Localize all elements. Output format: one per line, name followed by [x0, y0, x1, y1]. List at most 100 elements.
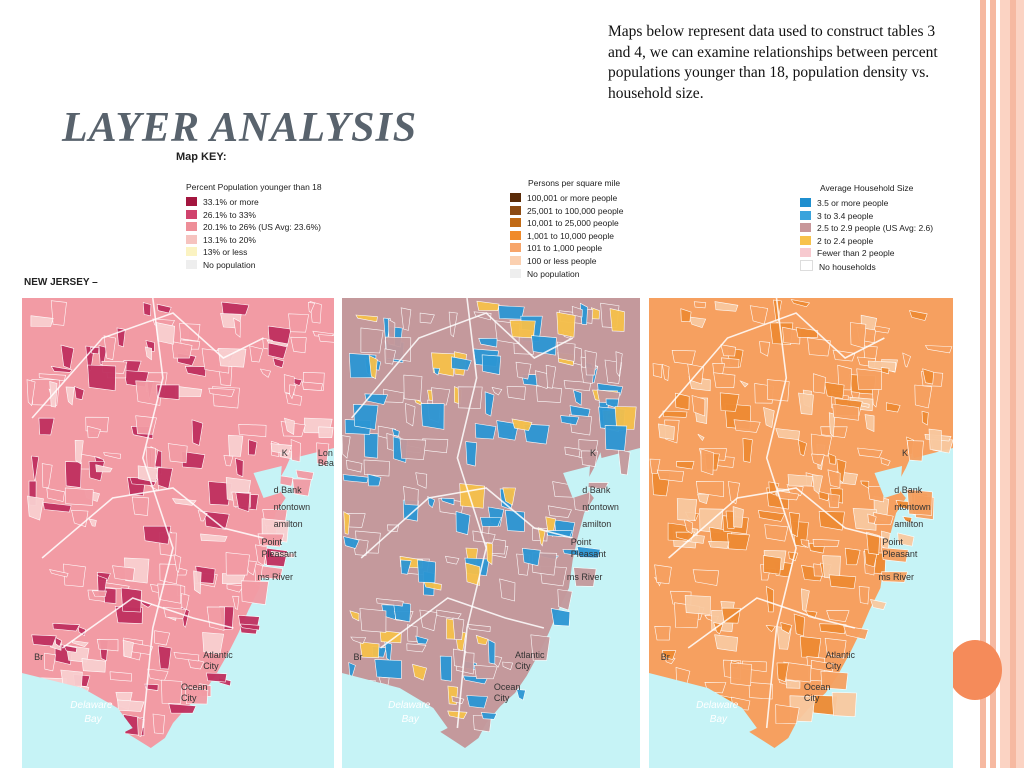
tract — [235, 457, 244, 478]
tract — [742, 437, 753, 463]
tract — [695, 480, 724, 498]
legend-youth: Percent Population younger than 18 33.1%… — [186, 182, 322, 272]
map-label: Delaware — [70, 700, 113, 711]
tract — [233, 317, 241, 338]
tract — [831, 691, 857, 718]
tract — [502, 487, 516, 506]
tract — [427, 495, 436, 509]
legend-item: 100 or less people — [510, 255, 623, 268]
tract — [363, 433, 379, 459]
tract — [376, 598, 404, 607]
tract — [249, 345, 264, 363]
tract — [349, 610, 360, 622]
tract — [415, 635, 429, 645]
tract — [208, 387, 235, 398]
legend-item-label: 2.5 to 2.9 people (US Avg: 2.6) — [817, 223, 934, 234]
map-label: Br — [34, 652, 43, 662]
tract — [807, 337, 831, 357]
tract — [572, 389, 582, 406]
tract — [31, 634, 57, 647]
tract — [238, 423, 267, 438]
tract — [790, 299, 811, 308]
county-boundary — [360, 487, 573, 559]
map-svg: Kd Bank ntontown amilton Point Pleasant ms Ri… — [649, 298, 953, 768]
tract — [63, 563, 86, 588]
tract — [285, 392, 303, 406]
legend-item-label: 101 to 1,000 people — [527, 243, 603, 254]
tract — [818, 491, 831, 502]
tract — [843, 625, 869, 640]
tract — [787, 474, 814, 487]
tract — [173, 652, 200, 662]
county-boundary — [41, 487, 264, 559]
map-label: Ocean — [181, 682, 208, 692]
legend-item-label: 3 to 3.4 people — [817, 210, 874, 221]
tract — [391, 428, 400, 437]
legend-item-label: 3.5 or more people — [817, 198, 889, 208]
intro-text: Maps below represent data used to constr… — [608, 23, 938, 102]
map-label: K — [282, 448, 288, 458]
legend-swatch — [510, 255, 521, 265]
tract — [355, 314, 378, 323]
tract — [288, 313, 309, 333]
tract — [827, 493, 840, 508]
tract — [837, 364, 853, 391]
tract — [448, 311, 458, 338]
tract — [656, 469, 685, 483]
tract — [316, 442, 330, 467]
tract — [206, 606, 226, 631]
tract — [91, 590, 107, 598]
tract — [799, 636, 822, 658]
legend-item-label: 25,001 to 100,000 people — [527, 205, 624, 216]
legend-item: 2.5 to 2.9 people (US Avg: 2.6) — [800, 222, 933, 235]
map-label: K — [902, 448, 908, 458]
legend-swatch — [186, 247, 197, 257]
tract — [87, 364, 117, 392]
tract — [579, 302, 588, 325]
map-svg: Kd Bank ntontown amilton Point Pleasant ms Ri… — [342, 298, 640, 768]
tract — [221, 301, 250, 316]
tract — [776, 662, 789, 683]
tract — [54, 636, 63, 647]
tract — [478, 337, 498, 348]
tract — [405, 403, 416, 427]
tract — [692, 569, 720, 586]
legend-swatch — [510, 218, 521, 228]
tract — [474, 423, 497, 440]
tract — [824, 381, 845, 399]
tract — [813, 373, 826, 394]
tract — [466, 695, 488, 709]
tract — [844, 547, 861, 566]
tract — [270, 550, 296, 558]
tract — [64, 487, 94, 506]
tract — [563, 380, 592, 392]
tract — [399, 438, 427, 460]
tract — [167, 443, 188, 464]
tract — [465, 562, 481, 586]
legend-item-label: 2 to 2.4 people — [817, 235, 874, 246]
tract — [228, 434, 244, 457]
tract — [60, 344, 75, 370]
tract — [832, 403, 860, 421]
tract — [720, 344, 736, 357]
tract — [511, 418, 533, 431]
tract — [818, 511, 845, 531]
tract — [827, 453, 836, 465]
tract — [914, 384, 933, 409]
tract — [763, 406, 775, 429]
map-label: Bay — [710, 714, 728, 725]
tract — [342, 435, 351, 459]
tract — [159, 563, 179, 585]
tract — [447, 710, 468, 720]
tract — [700, 448, 715, 476]
map-label: Pleasant — [571, 549, 607, 559]
tract — [719, 392, 740, 412]
delaware-bay — [342, 673, 448, 743]
tract — [342, 474, 369, 484]
tract — [353, 403, 379, 430]
map-label: City — [826, 661, 842, 671]
tract — [359, 608, 387, 633]
tract — [152, 713, 166, 735]
